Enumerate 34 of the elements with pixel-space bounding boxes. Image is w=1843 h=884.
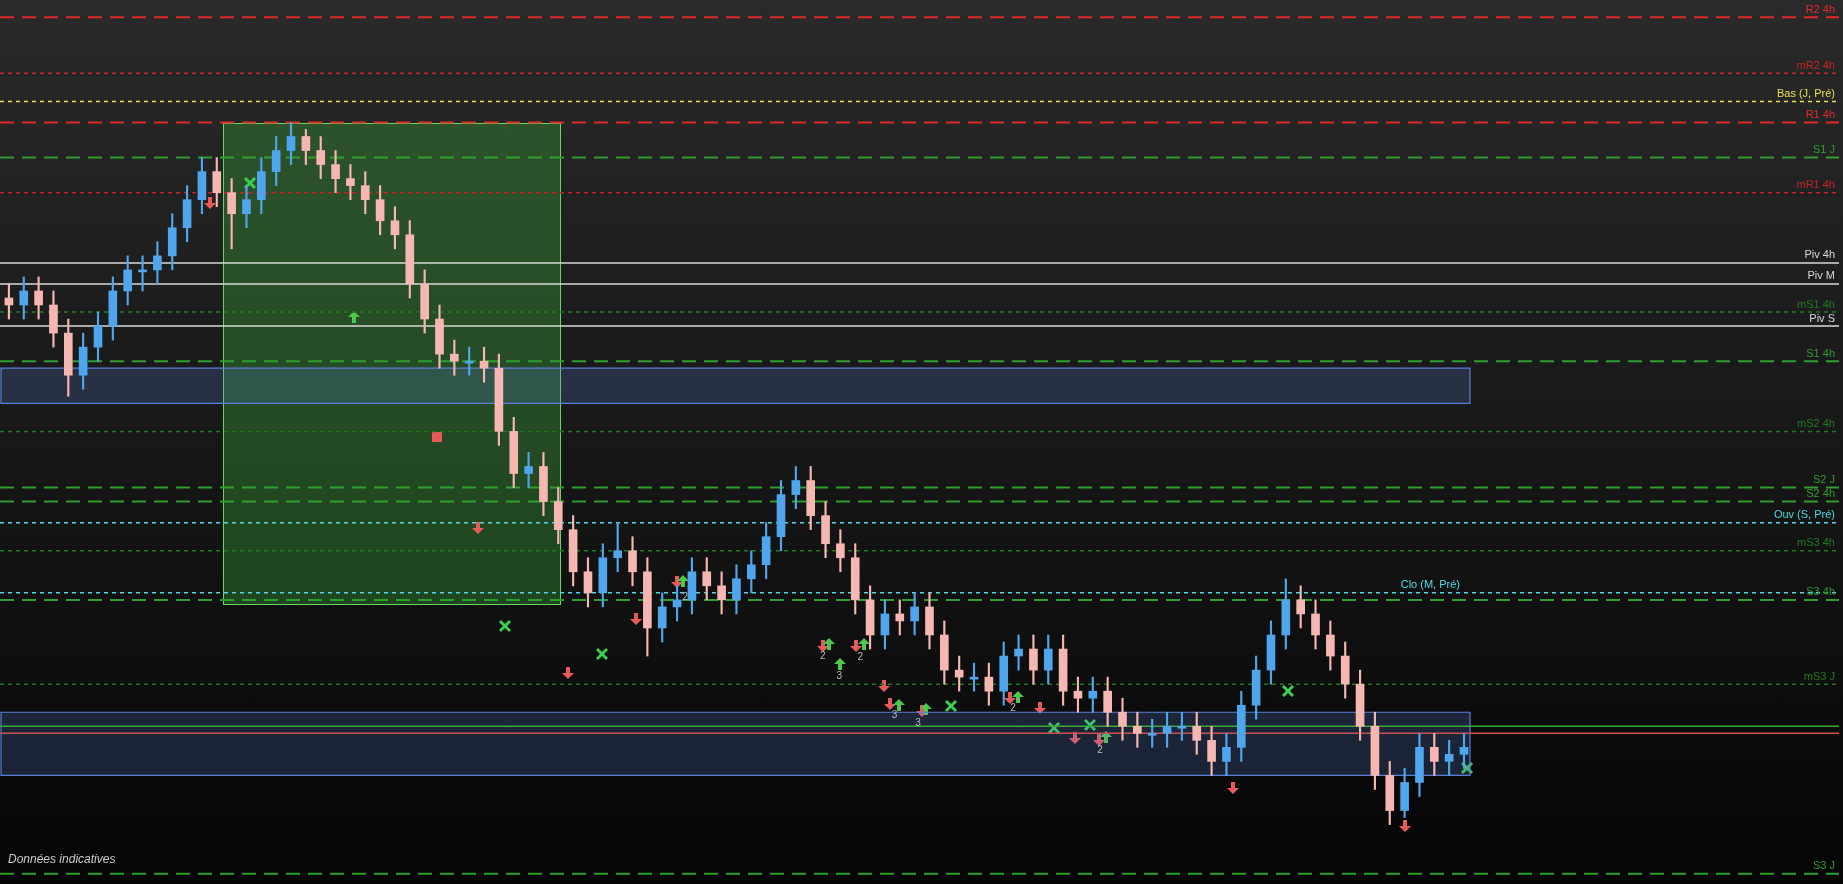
annotation: 2: [1097, 744, 1103, 756]
annotation: 3: [836, 670, 842, 682]
ref-line-label: Clo (M, Pré): [1400, 578, 1460, 591]
annotation: 3: [915, 717, 921, 729]
ref-line-label: mR1 4h: [1796, 178, 1835, 191]
annotation: 2: [819, 650, 826, 662]
ref-line-label: mS1 4h: [1797, 297, 1835, 310]
ref-line-label: Ouv (S, Pré): [1773, 508, 1835, 521]
ref-line-label: R1 4h: [1805, 107, 1835, 120]
ref-line-label: mS3 4h: [1797, 536, 1835, 549]
ref-line-label: Piv 4h: [1804, 248, 1835, 261]
ref-line-label: S3 J: [1812, 859, 1835, 872]
candlestick: [242, 185, 251, 229]
annotation: 2: [682, 591, 688, 603]
annotation: 2: [857, 651, 864, 663]
candlestick: [1222, 732, 1231, 776]
ref-line-label: mS3 J: [1803, 669, 1835, 682]
ref-line-label: mR2 4h: [1796, 58, 1835, 71]
ref-line-label: S2 4h: [1806, 487, 1835, 500]
annotation: 2: [1010, 701, 1016, 713]
ref-line-label: S1 J: [1812, 143, 1835, 156]
ref-line-label: Piv M: [1807, 269, 1835, 282]
candlestick: [1014, 634, 1023, 671]
ref-line-label: mS2 4h: [1797, 416, 1835, 429]
annotation: 3: [891, 708, 898, 720]
text: Données indicatives: [8, 852, 116, 866]
ref-line-label: S1 4h: [1806, 346, 1835, 359]
ref-line-label: Piv S: [1809, 311, 1835, 324]
ref-line-label: S3 4h: [1806, 585, 1835, 598]
candlestick: [331, 150, 340, 193]
ref-line-label: Bas (J, Pré): [1776, 86, 1835, 99]
candlestick: [1118, 697, 1127, 741]
ref-line-label: R2 4h: [1805, 2, 1835, 15]
ref-line-label: S2 J: [1812, 473, 1835, 486]
